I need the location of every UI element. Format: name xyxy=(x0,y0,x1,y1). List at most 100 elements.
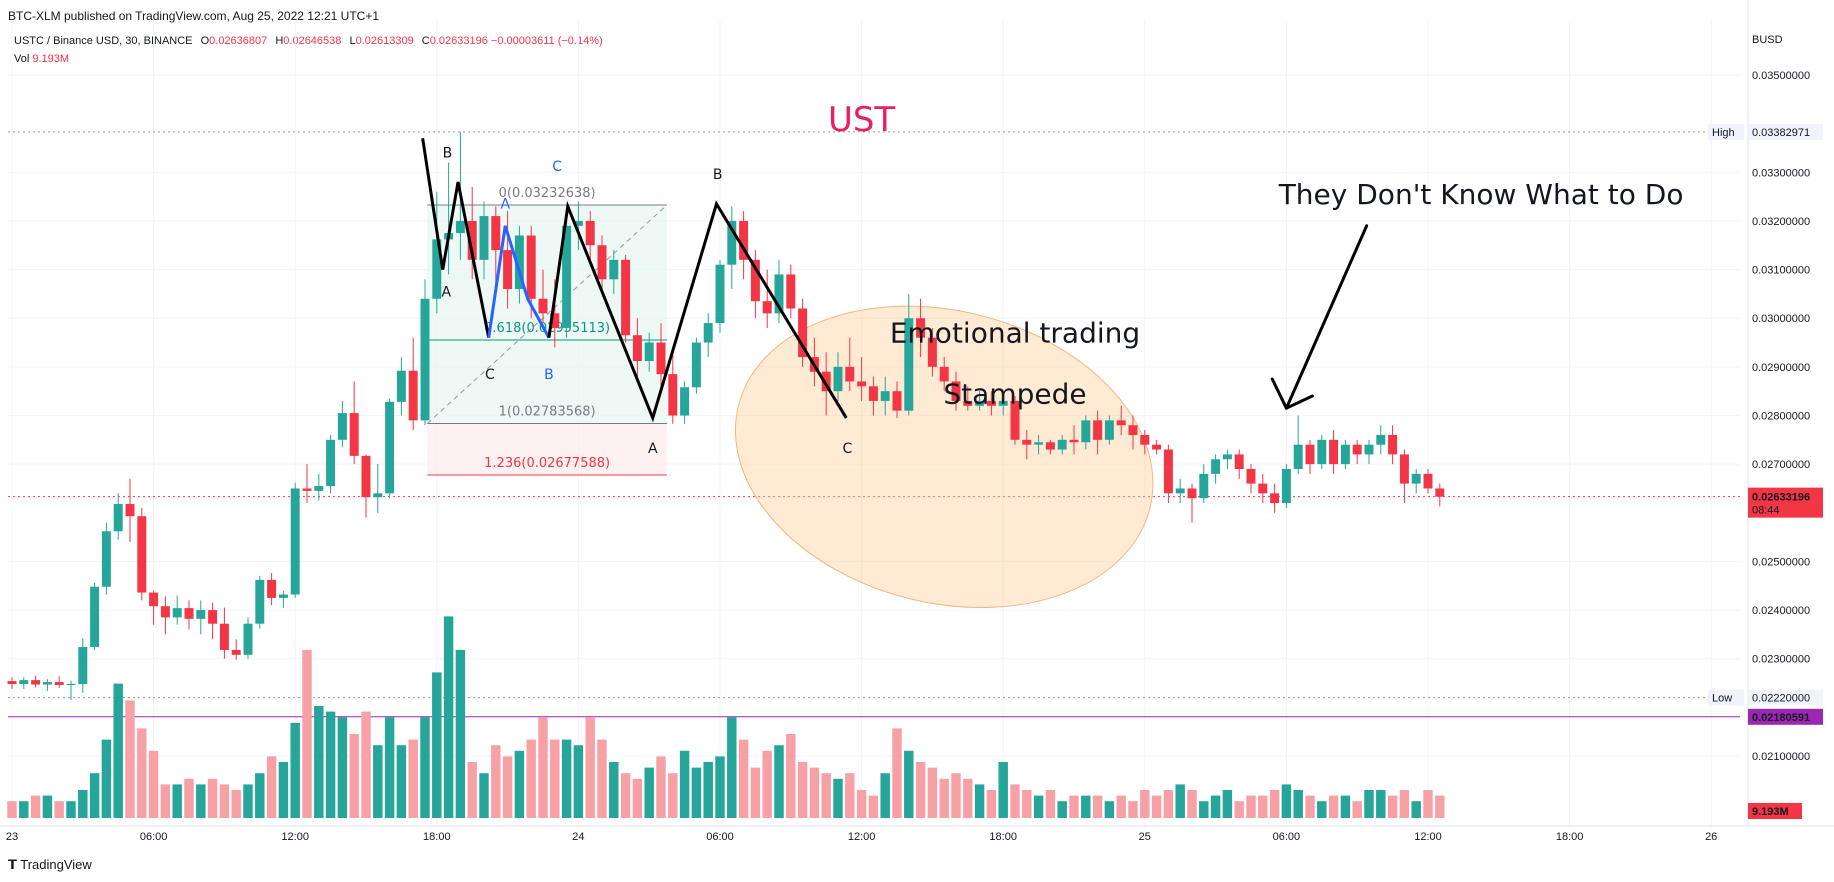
volume-bar xyxy=(561,739,572,818)
volume-bar xyxy=(66,801,76,818)
volume-bar xyxy=(1045,790,1056,818)
volume-bar xyxy=(1175,784,1185,818)
volume-bar xyxy=(632,778,643,818)
volume-bar xyxy=(1128,801,1138,818)
wave-label-blue-b: B xyxy=(544,367,554,383)
volume-bar xyxy=(597,739,607,818)
purple-price-badge: 0.02180591 xyxy=(1752,712,1810,724)
volume-bar xyxy=(1387,795,1398,818)
time-tick-label: 06:00 xyxy=(140,831,168,843)
candle-body xyxy=(361,455,371,498)
high-tag-bg xyxy=(1708,123,1744,140)
price-tick-label: 0.02900000 xyxy=(1752,362,1810,374)
time-tick-label: 25 xyxy=(1139,831,1151,843)
price-axis[interactable]: BUSD 0.03500000 0.03300000 0.03200000 0.031… xyxy=(1752,34,1810,763)
candle-body xyxy=(54,682,64,685)
symbol-name[interactable]: USTC / Binance USD, 30, BINANCE xyxy=(14,35,193,47)
volume-bar xyxy=(609,762,619,818)
volume-bar xyxy=(939,778,949,818)
volume-bar xyxy=(1411,801,1421,818)
candle-body xyxy=(1281,469,1291,504)
price-tick-label: 0.03200000 xyxy=(1752,216,1810,228)
candle-body xyxy=(302,488,312,491)
candle-body xyxy=(1093,420,1103,440)
candle-body xyxy=(963,400,973,406)
volume-bar xyxy=(337,717,348,818)
candle-body xyxy=(727,220,737,265)
volume-legend: Vol 9.193M xyxy=(14,53,69,65)
fib-zone-lower xyxy=(427,423,667,476)
bar-countdown: 08:44 xyxy=(1752,505,1780,517)
volume-bar xyxy=(89,773,100,818)
candle-body xyxy=(1222,454,1232,460)
candle-body xyxy=(1246,469,1256,484)
volume-bar xyxy=(1081,795,1091,818)
candle-body xyxy=(31,680,41,685)
candle-body xyxy=(408,370,418,421)
abc-zigzag-black-2 xyxy=(547,200,848,423)
price-tick-label: 0.03100000 xyxy=(1752,265,1810,277)
candle-body xyxy=(880,391,890,401)
pattern-drawings[interactable]: B A C C A B B A C UST Emotional trading … xyxy=(421,100,1684,457)
low-label: L xyxy=(349,35,356,47)
candle-body xyxy=(550,313,560,328)
volume-bar xyxy=(1163,790,1174,818)
volume-bar xyxy=(1140,790,1150,818)
candle-body xyxy=(66,684,76,686)
volume-bar xyxy=(207,778,218,818)
candle-body xyxy=(337,413,347,440)
candle-body xyxy=(750,259,760,302)
close-value: 0.02633196 xyxy=(429,35,488,47)
candle-body xyxy=(19,680,29,685)
low-price-badge-bg xyxy=(1748,689,1823,706)
candle-body xyxy=(1163,449,1173,494)
volume-bar xyxy=(668,773,678,818)
volume-bar xyxy=(1376,790,1386,818)
volume-bar xyxy=(243,784,253,818)
candle-body xyxy=(1317,439,1327,465)
volume-bar xyxy=(1328,795,1339,818)
volume-bar xyxy=(786,734,796,818)
volume-bar xyxy=(325,711,336,818)
candle-body xyxy=(1258,483,1268,494)
time-axis[interactable]: 23 06:00 12:00 18:00 24 06:00 12:00 18:00 25 06:0… xyxy=(6,831,1834,843)
volume-bar xyxy=(974,784,985,818)
volume-bar xyxy=(573,745,584,818)
candle-body xyxy=(762,301,772,314)
volume-badge: 9.193M xyxy=(1752,806,1789,818)
candle-body xyxy=(656,342,666,375)
candle-body xyxy=(314,486,324,491)
wave-label-b2: B xyxy=(713,167,723,183)
volume-bar xyxy=(42,795,53,818)
volume-bar xyxy=(703,762,713,818)
candle-body xyxy=(1175,488,1185,494)
candle-body xyxy=(1069,439,1079,443)
tradingview-footer[interactable]: 𝗧 TradingView xyxy=(8,857,92,873)
last-price-badge: 0.02633196 xyxy=(1752,492,1810,504)
volume-bar xyxy=(750,767,761,818)
candle-body xyxy=(231,649,241,655)
candle-body xyxy=(1399,454,1409,484)
stampede-annotation: Stampede xyxy=(943,377,1086,410)
ust-annotation: UST xyxy=(828,100,895,140)
fib-trend-line xyxy=(427,204,668,424)
volume-bar xyxy=(125,700,135,818)
candle-body xyxy=(160,606,170,618)
candle-body xyxy=(255,579,265,624)
candle-body xyxy=(821,371,831,392)
purple-price-badge-bg xyxy=(1748,708,1823,725)
volume-bar xyxy=(904,750,914,818)
volume-bar xyxy=(550,739,560,818)
last-price-badge-bg xyxy=(1748,487,1823,518)
candle-body xyxy=(1293,444,1303,470)
footer-brand: TradingView xyxy=(20,857,92,872)
candle-body xyxy=(78,647,88,685)
time-tick-label: 24 xyxy=(572,831,584,843)
candle-body xyxy=(927,337,937,367)
volume-bar xyxy=(963,778,973,818)
volume-bar xyxy=(1069,795,1079,818)
price-tick-label: 0.02800000 xyxy=(1752,411,1810,423)
volume-bar xyxy=(1022,790,1032,818)
candle-body xyxy=(125,504,135,517)
